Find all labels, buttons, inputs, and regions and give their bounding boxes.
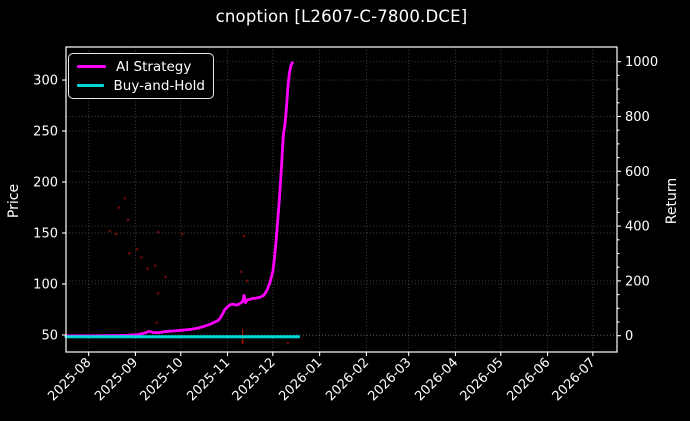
signal-dot <box>245 279 249 283</box>
signal-dot <box>239 270 243 274</box>
y-left-tick-label: 150 <box>33 227 58 242</box>
legend: AI Strategy Buy-and-Hold <box>68 53 214 99</box>
y-right-tick-label: 600 <box>625 165 650 180</box>
axes-frame <box>65 46 618 353</box>
ai-strategy-line-swatch <box>77 65 106 68</box>
y-right-tick-label: 200 <box>625 274 650 289</box>
signal-dot <box>127 252 131 255</box>
x-tick-label: 2026-04 <box>412 355 461 404</box>
y-left-tick-label: 50 <box>41 329 58 344</box>
legend-item-ai-strategy: AI Strategy <box>77 57 205 76</box>
ai-strategy-legend-label: AI Strategy <box>116 58 192 75</box>
ai-strategy-line <box>64 61 294 338</box>
y-right-tick-label: 400 <box>625 220 650 235</box>
x-tick-label: 2026-05 <box>458 355 507 404</box>
x-tick-label: 2025-08 <box>45 355 94 404</box>
chart-title: cnoption [L2607-C-7800.DCE] <box>215 7 468 26</box>
signal-dot <box>108 229 112 233</box>
signal-dot <box>164 275 168 279</box>
signal-dot <box>126 218 130 222</box>
y-right-tick-label: 0 <box>625 329 633 344</box>
signal-dot <box>123 196 127 200</box>
signal-dot <box>114 232 118 236</box>
buy-and-hold-legend-label: Buy-and-Hold <box>113 77 205 94</box>
signal-dot <box>155 321 159 325</box>
signal-dot <box>153 264 157 267</box>
y-left-tick-label: 300 <box>33 74 58 89</box>
x-tick-label: 2026-02 <box>323 355 372 404</box>
signal-dot <box>135 247 139 251</box>
y-left-tick-label: 100 <box>33 278 58 293</box>
buy-and-hold-line-swatch <box>77 84 104 87</box>
x-tick-label: 2025-10 <box>138 355 187 404</box>
signal-dot <box>180 232 184 236</box>
signal-dot <box>117 206 121 209</box>
signal-dot <box>156 291 160 295</box>
y-right-tick-label: 1000 <box>625 55 658 70</box>
y-left-tick-label: 200 <box>33 176 58 191</box>
x-tick-label: 2026-06 <box>504 355 553 404</box>
x-tick-label: 2026-07 <box>550 355 599 404</box>
signal-dot <box>242 234 246 238</box>
x-tick-label: 2026-03 <box>366 355 415 404</box>
signal-dot <box>140 256 143 259</box>
y-right-tick-label: 800 <box>625 110 650 125</box>
x-tick-label: 2025-11 <box>184 355 233 404</box>
signal-dot <box>286 341 290 345</box>
y-left-tick-label: 250 <box>33 125 58 140</box>
signal-dot <box>146 267 149 271</box>
x-tick-label: 2025-09 <box>92 355 141 404</box>
legend-item-buy-and-hold: Buy-and-Hold <box>77 76 205 95</box>
signal-dot <box>156 230 160 234</box>
x-tick-label: 2025-12 <box>230 355 279 404</box>
x-tick-label: 2026-01 <box>276 355 325 404</box>
